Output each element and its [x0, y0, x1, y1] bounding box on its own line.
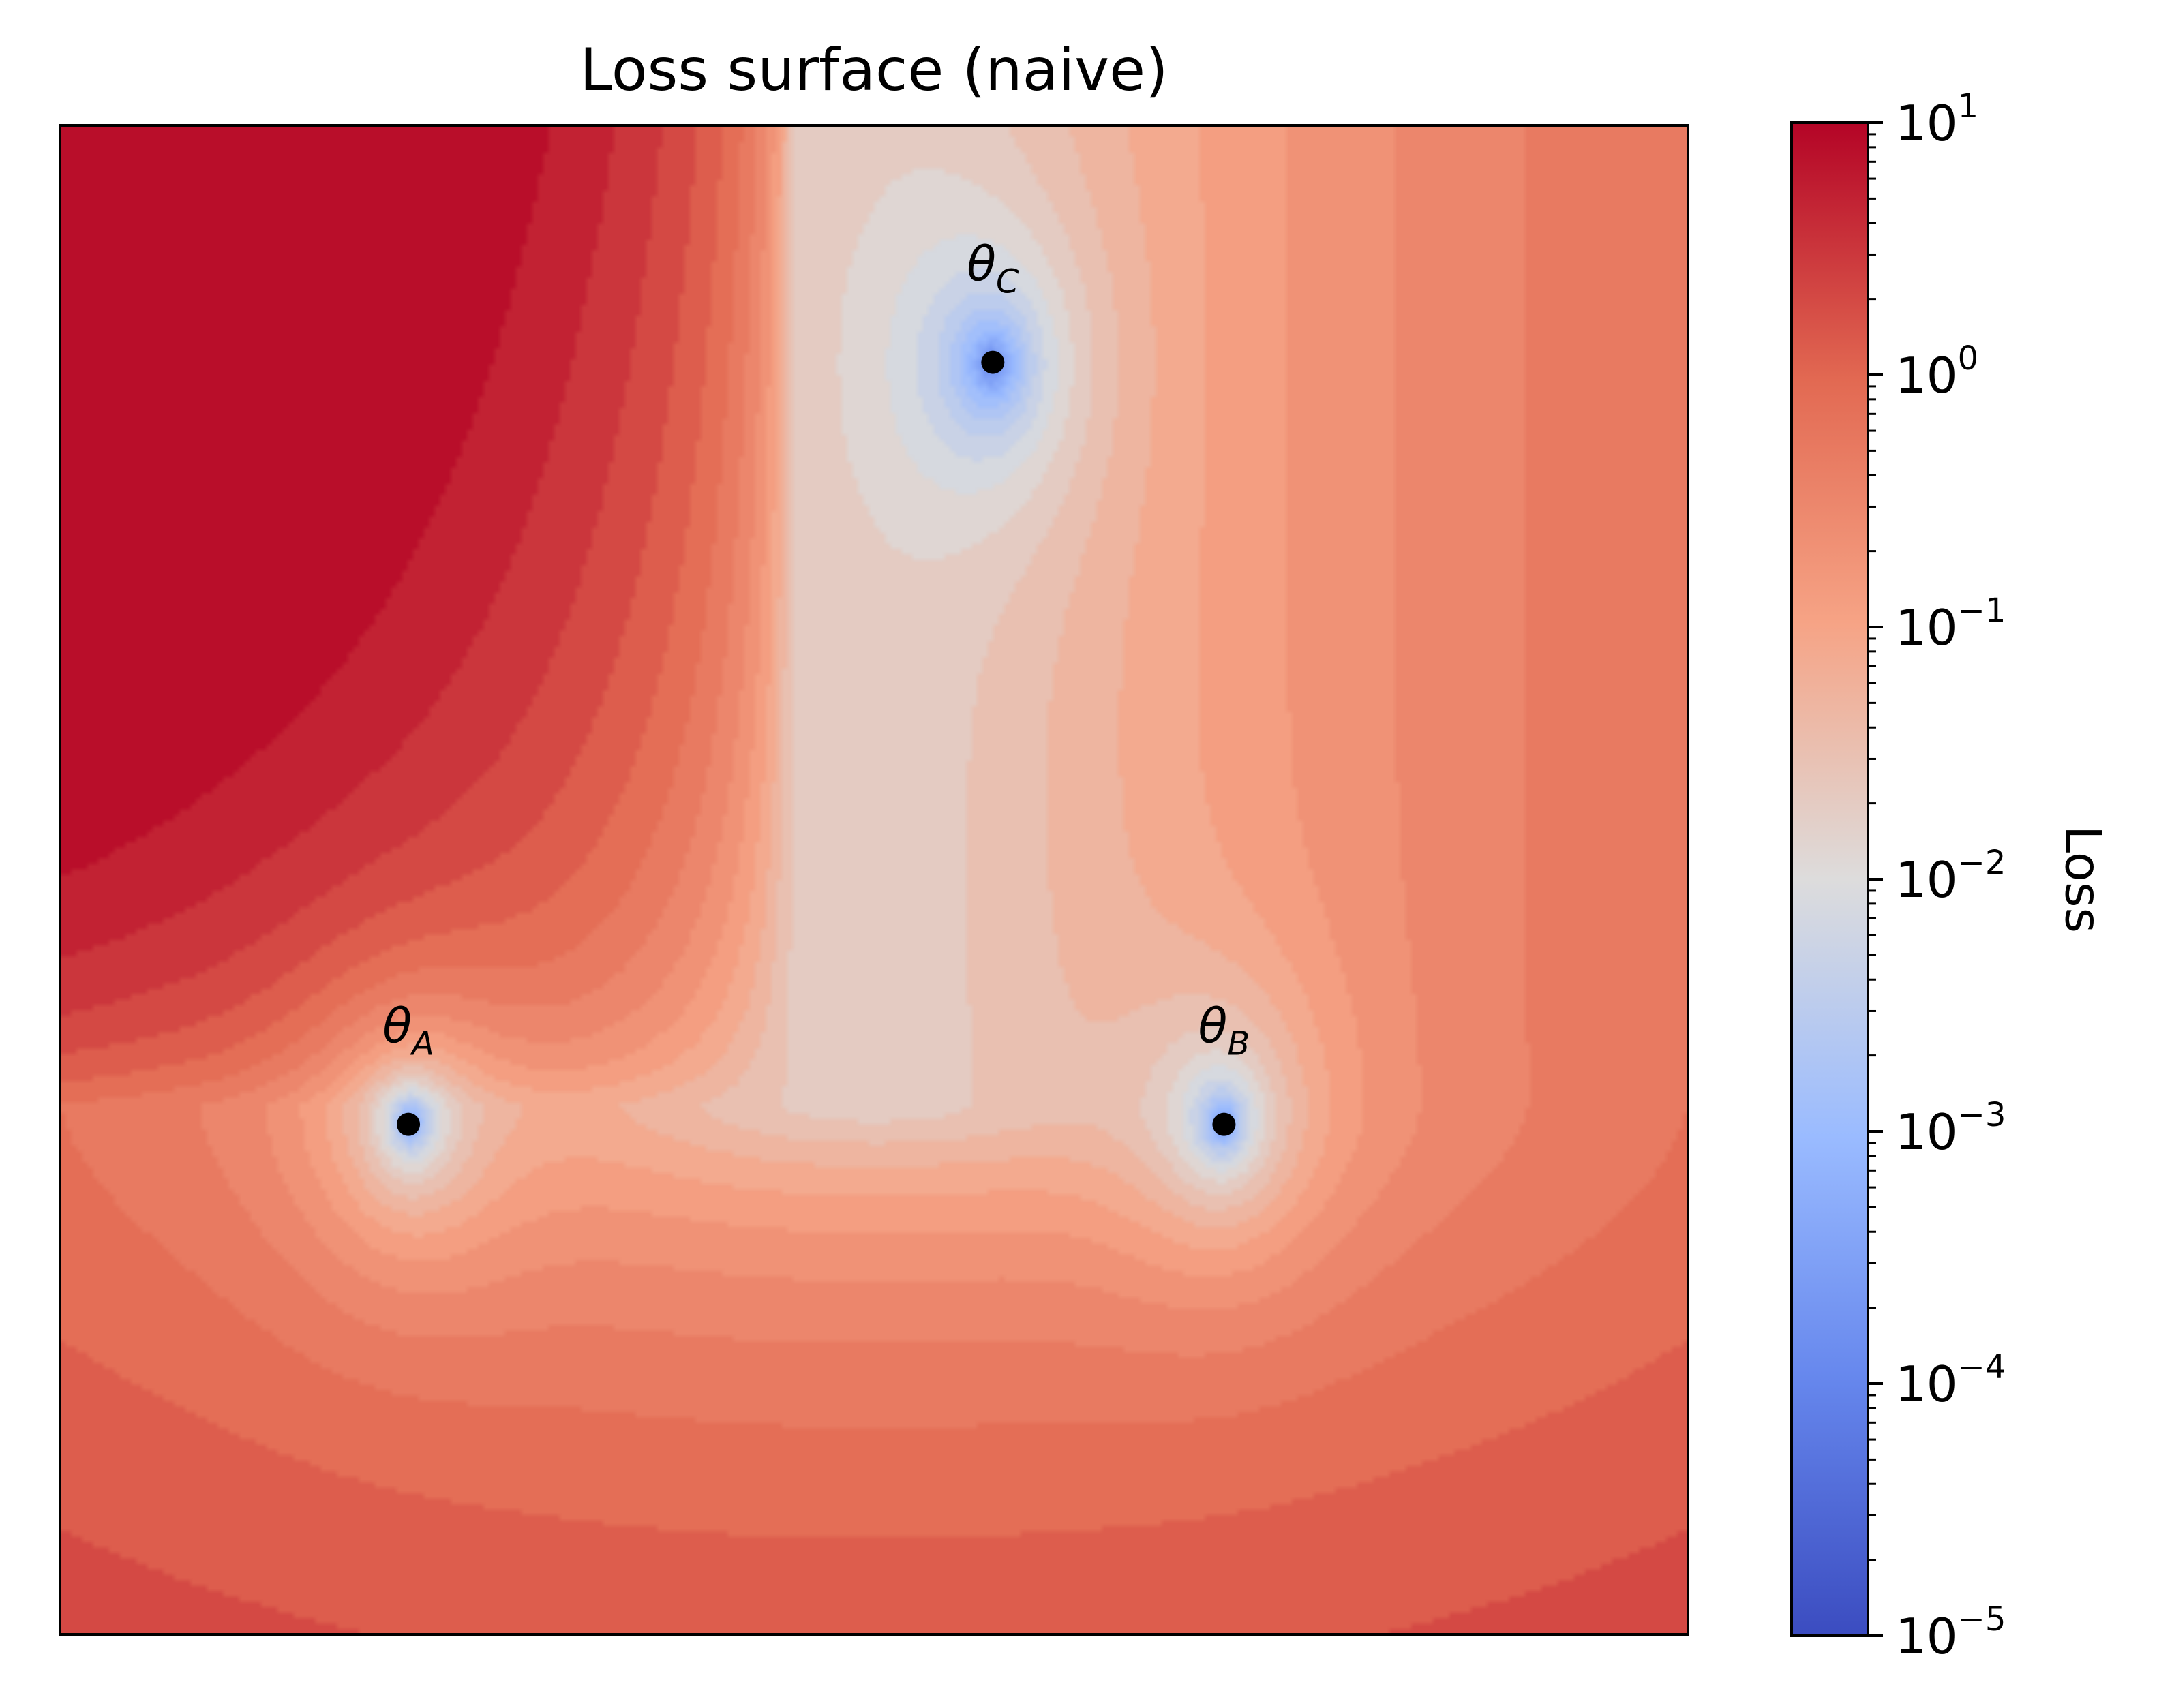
plot-frame [59, 124, 1689, 1636]
colorbar-tick-label: 10−4 [1895, 1348, 2006, 1413]
colorbar-fill [1792, 123, 1868, 1636]
colorbar-tick-label: 10−3 [1895, 1096, 2006, 1161]
colorbar: 101 100 10−1 10−2 10−3 10−4 10−5 Loss [1790, 87, 2111, 1665]
minimum-point-a [397, 1112, 421, 1136]
colorbar-label: Loss [2054, 825, 2111, 933]
colorbar-tick-label: 100 [1895, 339, 1978, 404]
chart-title: Loss surface (naive) [579, 36, 1168, 104]
colorbar-tick-label: 10−1 [1895, 592, 2006, 656]
colorbar-tick-label: 10−5 [1895, 1600, 2006, 1665]
plot-area [60, 125, 1688, 1634]
colorbar-tick-label: 101 [1895, 87, 1978, 152]
contour-field [60, 125, 1688, 1634]
minimum-point-c [981, 350, 1005, 374]
minimum-point-b [1212, 1112, 1236, 1136]
colorbar-ticks: 101 100 10−1 10−2 10−3 10−4 10−5 [1868, 87, 2006, 1665]
colorbar-tick-label: 10−2 [1895, 844, 2006, 909]
